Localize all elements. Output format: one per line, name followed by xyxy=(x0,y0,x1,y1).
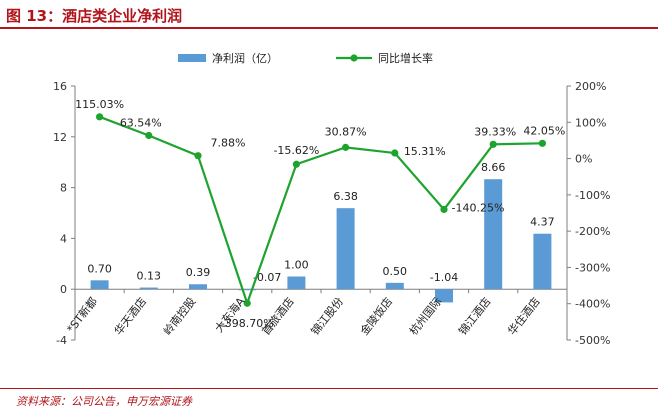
bar xyxy=(484,179,503,290)
growth-point xyxy=(342,143,350,151)
category-label: 华住酒店 xyxy=(505,294,543,337)
bar-value-label: -1.04 xyxy=(430,271,458,284)
growth-point xyxy=(243,299,251,307)
growth-value-label: 63.54% xyxy=(120,117,162,130)
bar-value-label: 6.38 xyxy=(333,190,358,203)
bar xyxy=(90,280,109,290)
legend-bar-swatch xyxy=(178,54,206,62)
bar-value-label: 0.50 xyxy=(383,265,408,278)
bar-value-label: 0.13 xyxy=(137,270,162,283)
bar xyxy=(238,289,257,291)
growth-value-label: 30.87% xyxy=(325,125,367,138)
category-label: *ST新都 xyxy=(64,294,100,335)
legend-line-marker xyxy=(350,54,358,62)
y-left-tick-label: 0 xyxy=(60,283,67,296)
growth-point xyxy=(489,140,497,148)
y-left-tick-label: -4 xyxy=(56,334,67,347)
growth-point xyxy=(145,131,153,140)
bar xyxy=(533,233,552,290)
bar xyxy=(385,282,404,290)
bar-value-label: 0.70 xyxy=(87,262,112,275)
y-right-tick-label: 100% xyxy=(575,116,606,129)
bar xyxy=(435,289,453,303)
y-right-tick-label: -400% xyxy=(575,298,610,311)
bar-value-label: 8.66 xyxy=(481,161,506,174)
bar-value-label: 0.39 xyxy=(186,266,211,279)
category-label: 首旅酒店 xyxy=(259,294,297,337)
growth-point xyxy=(538,139,547,147)
bar xyxy=(287,276,306,290)
growth-point xyxy=(96,113,104,121)
bar-value-label: -0.07 xyxy=(253,271,281,284)
legend-line-label: 同比增长率 xyxy=(378,51,433,65)
y-right-tick-label: 0% xyxy=(575,153,592,166)
bar xyxy=(189,284,207,290)
category-label: 锦江酒店 xyxy=(455,294,493,337)
y-right-tick-label: -500% xyxy=(575,334,610,347)
growth-point xyxy=(391,149,399,157)
growth-value-label: -398.70% xyxy=(221,317,274,330)
growth-value-label: 39.33% xyxy=(474,125,516,138)
title-bar: 图 13：酒店类企业净利润 xyxy=(0,0,658,30)
category-label: 杭州国际 xyxy=(406,294,444,337)
category-label: 锦江股份 xyxy=(308,294,346,337)
growth-line xyxy=(99,115,543,307)
growth-point xyxy=(440,205,448,214)
y-right-tick-label: -200% xyxy=(575,225,610,238)
source-note: 资料来源：公司公告，申万宏源证券 xyxy=(16,395,192,408)
legend-bar-label: 净利润（亿） xyxy=(212,51,278,65)
category-label: 华天酒店 xyxy=(111,294,149,337)
footer-divider xyxy=(0,388,658,389)
growth-value-label: 42.05% xyxy=(523,124,565,137)
y-left-tick-label: 8 xyxy=(60,182,67,195)
growth-value-label: -140.25% xyxy=(452,201,505,214)
growth-value-label: 15.31% xyxy=(404,145,446,158)
y-left-tick-label: 4 xyxy=(60,232,67,245)
category-label: 岭南控股 xyxy=(160,294,198,337)
y-right-tick-label: -100% xyxy=(575,189,610,202)
title-divider xyxy=(0,27,658,29)
figure-title: 图 13：酒店类企业净利润 xyxy=(6,7,183,25)
y-right-tick-label: -300% xyxy=(575,261,610,274)
bar-value-label: 4.37 xyxy=(530,216,555,229)
growth-point xyxy=(292,160,300,168)
bar-value-label: 1.00 xyxy=(284,259,309,272)
y-right-tick-label: 200% xyxy=(575,80,606,93)
y-left-tick-label: 16 xyxy=(53,80,67,93)
growth-value-label: 115.03% xyxy=(75,98,124,111)
growth-value-label: 7.88% xyxy=(211,137,246,150)
bar xyxy=(336,208,355,290)
growth-value-label: -15.62% xyxy=(273,144,319,157)
y-left-tick-label: 12 xyxy=(53,131,67,144)
category-label: 金陵饭店 xyxy=(357,294,395,337)
growth-point xyxy=(194,152,202,160)
bar xyxy=(139,287,158,290)
